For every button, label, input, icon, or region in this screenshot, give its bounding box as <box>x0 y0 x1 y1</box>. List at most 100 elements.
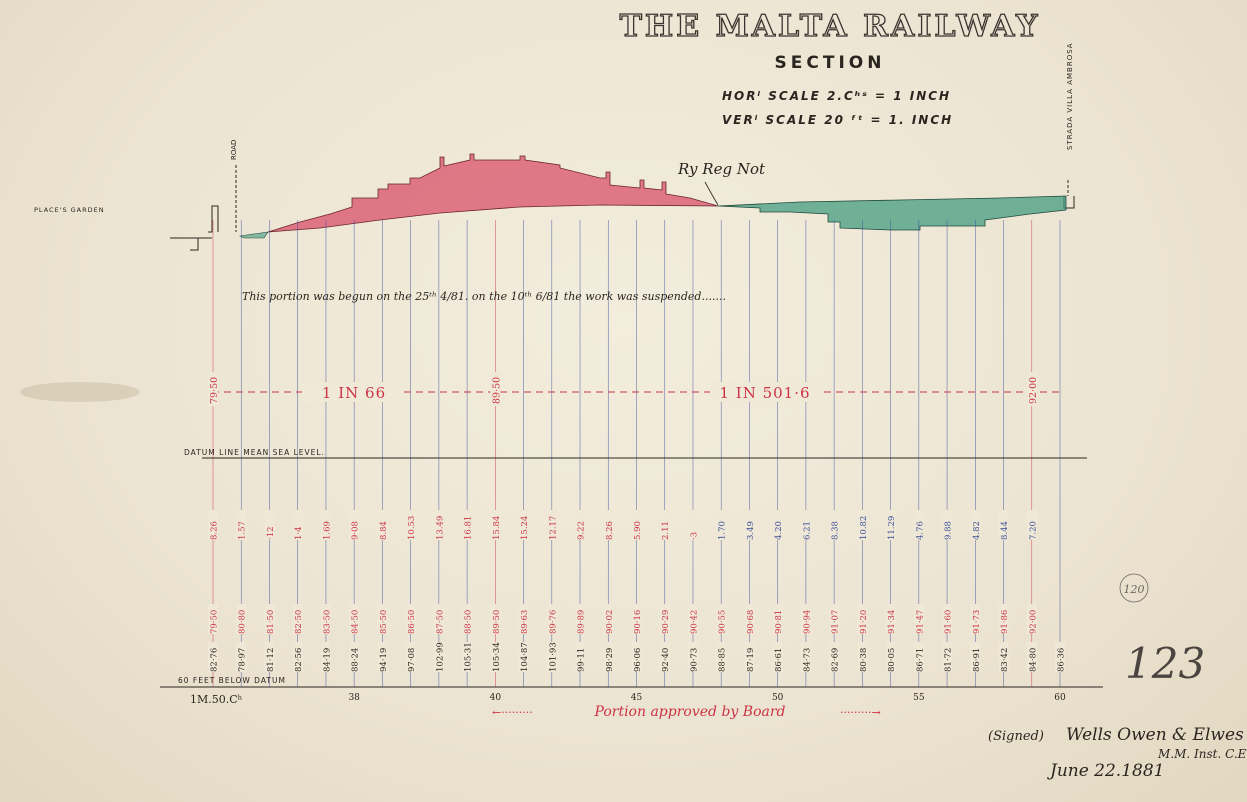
station-depth: 8.26 <box>605 521 615 540</box>
station-surface-level: 84·73 <box>802 648 812 672</box>
value-backing <box>349 604 360 634</box>
station-surface-level: 104·87 <box>520 642 530 672</box>
value-backing <box>659 510 670 540</box>
chainage-origin: 1M.50.Cʰ <box>190 693 243 706</box>
stain <box>20 382 140 402</box>
station-surface-level: 80·05 <box>887 648 897 672</box>
station-formation-level: 92·00 <box>1028 610 1038 634</box>
value-backing <box>687 604 698 634</box>
value-backing <box>236 604 247 634</box>
station-depth: 5.90 <box>633 521 643 540</box>
value-backing <box>292 604 303 634</box>
value-backing <box>942 604 953 634</box>
value-backing <box>603 510 614 540</box>
value-backing <box>208 604 218 634</box>
value-backing <box>320 604 331 634</box>
station-surface-level: 86·36 <box>1057 648 1067 672</box>
station-surface-level: 81·12 <box>266 648 276 672</box>
station-surface-level: 88·85 <box>718 648 728 672</box>
station-formation-level: 89·76 <box>548 610 558 634</box>
station-surface-level: 87·19 <box>746 648 756 672</box>
station-surface-level: 92·40 <box>661 648 671 672</box>
value-backing <box>631 642 642 672</box>
station-depth: 1.57 <box>238 521 248 540</box>
value-backing <box>575 642 586 672</box>
station-depth: 2.11 <box>661 521 671 540</box>
station-formation-level: 90·16 <box>633 610 643 634</box>
road-marker <box>170 165 237 251</box>
value-backing <box>631 510 642 540</box>
station-depth: 12.17 <box>548 516 558 540</box>
value-backing <box>885 604 896 634</box>
drawing-subtitle: SECTION <box>775 53 886 73</box>
approved-arrow-left: ←········· <box>492 706 533 719</box>
station-formation-level: 89·89 <box>577 610 587 634</box>
value-backing <box>208 372 218 406</box>
value-backing <box>405 642 416 672</box>
station-depth: 1·4 <box>294 526 304 540</box>
chain-tick-label: 40 <box>490 693 502 703</box>
chain-tick-label: 45 <box>631 693 643 703</box>
station-depth: 15.24 <box>520 516 530 540</box>
station-formation-level: 82·50 <box>294 610 304 634</box>
station-depth: ·3 <box>689 532 699 540</box>
station-depth: 16.81 <box>464 516 474 540</box>
value-backing <box>377 642 388 672</box>
station-depth: 4.20 <box>774 521 784 540</box>
value-backing <box>998 642 1009 672</box>
value-backing <box>687 642 698 672</box>
value-backing <box>292 642 303 672</box>
station-depth: 10.53 <box>407 516 417 540</box>
value-backing <box>1026 604 1037 634</box>
station-surface-level: 105·34 <box>492 642 502 672</box>
garden-label: PLACE'S GARDEN <box>34 206 105 214</box>
value-backing <box>490 642 501 672</box>
value-backing <box>716 642 727 672</box>
station-formation-level: 90·68 <box>746 610 756 634</box>
strada-label: STRADA VILLA AMBROSA <box>1066 42 1074 150</box>
station-surface-level: 84·19 <box>322 648 332 672</box>
station-formation-level: 89·50 <box>492 610 502 634</box>
formation-left-green <box>239 231 269 239</box>
station-formation-level: 91·07 <box>831 610 841 634</box>
catalog-circle <box>1119 573 1149 603</box>
station-surface-level: 82·69 <box>831 648 841 672</box>
vertical-scale: VERˡ SCALE 20 ᶠᵗ = 1. INCH <box>722 113 953 127</box>
station-formation-level: 79·50 <box>210 610 220 634</box>
station-depth: 9.22 <box>577 521 587 540</box>
value-backing <box>518 510 529 540</box>
value-backing <box>518 604 529 634</box>
station-depth: 4.76 <box>915 521 925 540</box>
station-formation-level: 90·94 <box>802 610 812 634</box>
value-backing <box>687 510 698 540</box>
station-formation-level: 91·60 <box>944 610 954 634</box>
value-backing <box>236 642 247 672</box>
station-surface-level: 99·11 <box>577 648 587 672</box>
station-surface-level: 86·61 <box>774 648 784 672</box>
value-backing <box>603 642 614 672</box>
value-backing <box>744 510 755 540</box>
gradient-mark: 92·00 <box>1028 377 1039 404</box>
cutting-fill <box>267 153 719 233</box>
station-surface-level: 88·24 <box>351 648 361 672</box>
station-depth: 10.82 <box>859 516 869 540</box>
chain-ticks: 38 40 45 50 55 60 <box>348 693 1066 703</box>
value-backing <box>349 642 360 672</box>
value-backing <box>377 510 388 540</box>
value-backing <box>970 510 981 540</box>
value-backing <box>236 510 247 540</box>
value-backing <box>772 510 783 540</box>
gradient-right-label: 1 IN 501·6 <box>719 384 810 402</box>
station-formation-level: 87·50 <box>435 610 445 634</box>
station-formation-level: 91·34 <box>887 610 897 634</box>
signed-label: (Signed) <box>988 729 1044 744</box>
value-backing <box>744 642 755 672</box>
value-backing <box>913 510 924 540</box>
value-backing <box>264 604 275 634</box>
station-formation-level: 90·29 <box>661 610 671 634</box>
station-depth: 7.20 <box>1028 521 1038 540</box>
value-backing <box>518 642 529 672</box>
value-backing <box>405 604 416 634</box>
